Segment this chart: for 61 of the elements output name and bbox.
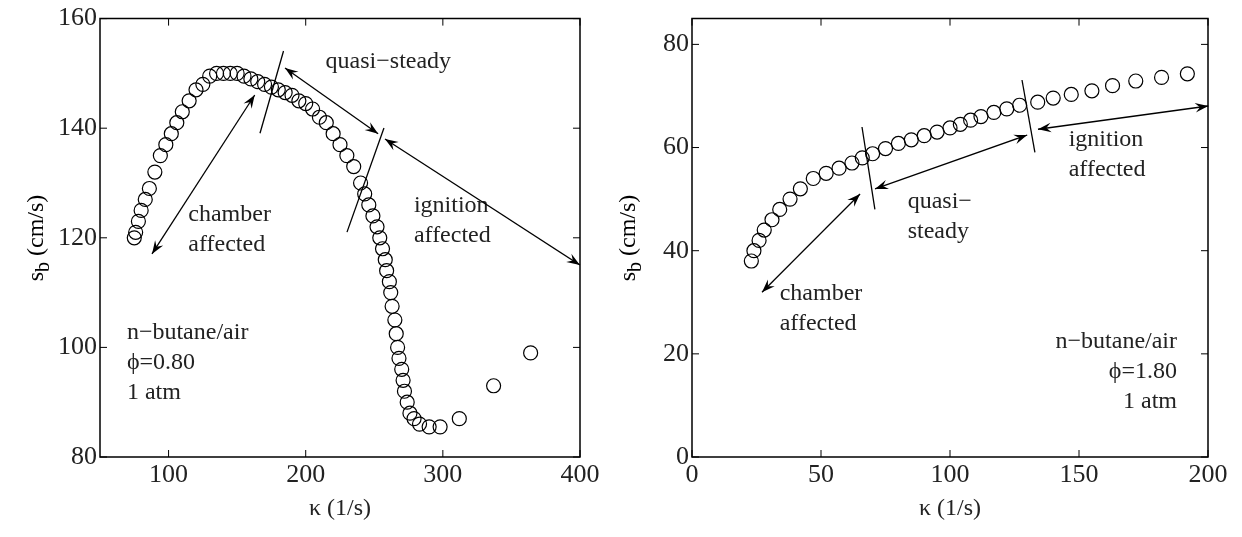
annotation: chamber affected bbox=[188, 200, 271, 257]
x-tick-label: 100 bbox=[930, 459, 970, 489]
point bbox=[764, 212, 780, 228]
annotation: quasi− steady bbox=[907, 186, 972, 243]
y-tick-label: 80 bbox=[663, 28, 689, 58]
point bbox=[844, 155, 860, 171]
x-tick-label: 150 bbox=[1059, 459, 1099, 489]
x-tick-label: 400 bbox=[560, 459, 600, 489]
x-tick-label: 200 bbox=[1188, 459, 1228, 489]
point bbox=[1063, 86, 1079, 103]
point bbox=[963, 112, 979, 128]
point bbox=[1030, 94, 1046, 110]
point bbox=[952, 116, 968, 132]
point bbox=[986, 104, 1002, 121]
point bbox=[1179, 66, 1195, 82]
y-tick-label: 40 bbox=[663, 234, 689, 264]
point bbox=[743, 253, 759, 269]
point bbox=[1012, 97, 1028, 113]
point bbox=[1128, 73, 1144, 89]
x-axis-title: κ (1/s) bbox=[918, 493, 982, 520]
point bbox=[772, 201, 788, 218]
annotation: n−butane/air ϕ=1.80 1 atm bbox=[1055, 327, 1178, 414]
point bbox=[942, 120, 958, 136]
x-tick-label: 200 bbox=[286, 459, 326, 489]
y-tick-label: 140 bbox=[58, 112, 97, 142]
point bbox=[831, 160, 847, 176]
x-tick-label: 50 bbox=[808, 459, 834, 489]
point bbox=[999, 101, 1015, 117]
point bbox=[877, 140, 894, 157]
annotation: chamber affected bbox=[779, 278, 863, 335]
y-tick-label: 80 bbox=[71, 440, 97, 470]
point bbox=[973, 109, 989, 125]
point bbox=[792, 181, 808, 197]
point bbox=[854, 150, 870, 166]
y-tick-label: 20 bbox=[663, 337, 689, 367]
x-axis-title: κ (1/s) bbox=[308, 493, 372, 520]
annotation: quasi−steady bbox=[325, 46, 452, 73]
point bbox=[805, 170, 821, 187]
annotation: ignition affected bbox=[413, 191, 491, 248]
x-tick-label: 300 bbox=[423, 459, 463, 489]
point bbox=[782, 191, 798, 207]
y-tick-label: 60 bbox=[663, 131, 689, 161]
point bbox=[865, 146, 881, 162]
annotation: ignition affected bbox=[1068, 125, 1146, 182]
x-tick-label: 100 bbox=[149, 459, 189, 489]
point bbox=[756, 222, 772, 238]
point bbox=[751, 232, 767, 248]
point bbox=[746, 243, 762, 259]
point bbox=[1153, 69, 1170, 85]
point bbox=[1045, 90, 1061, 106]
point bbox=[890, 135, 906, 152]
annotation: n−butane/air ϕ=0.80 1 atm bbox=[126, 318, 249, 405]
y-tick-label: 160 bbox=[58, 2, 97, 32]
point bbox=[1104, 78, 1121, 94]
point bbox=[1084, 83, 1100, 99]
point bbox=[929, 124, 945, 140]
point bbox=[818, 165, 834, 181]
point bbox=[903, 132, 919, 148]
y-tick-label: 120 bbox=[58, 221, 97, 251]
y-tick-label: 100 bbox=[58, 331, 97, 361]
point bbox=[916, 128, 932, 144]
